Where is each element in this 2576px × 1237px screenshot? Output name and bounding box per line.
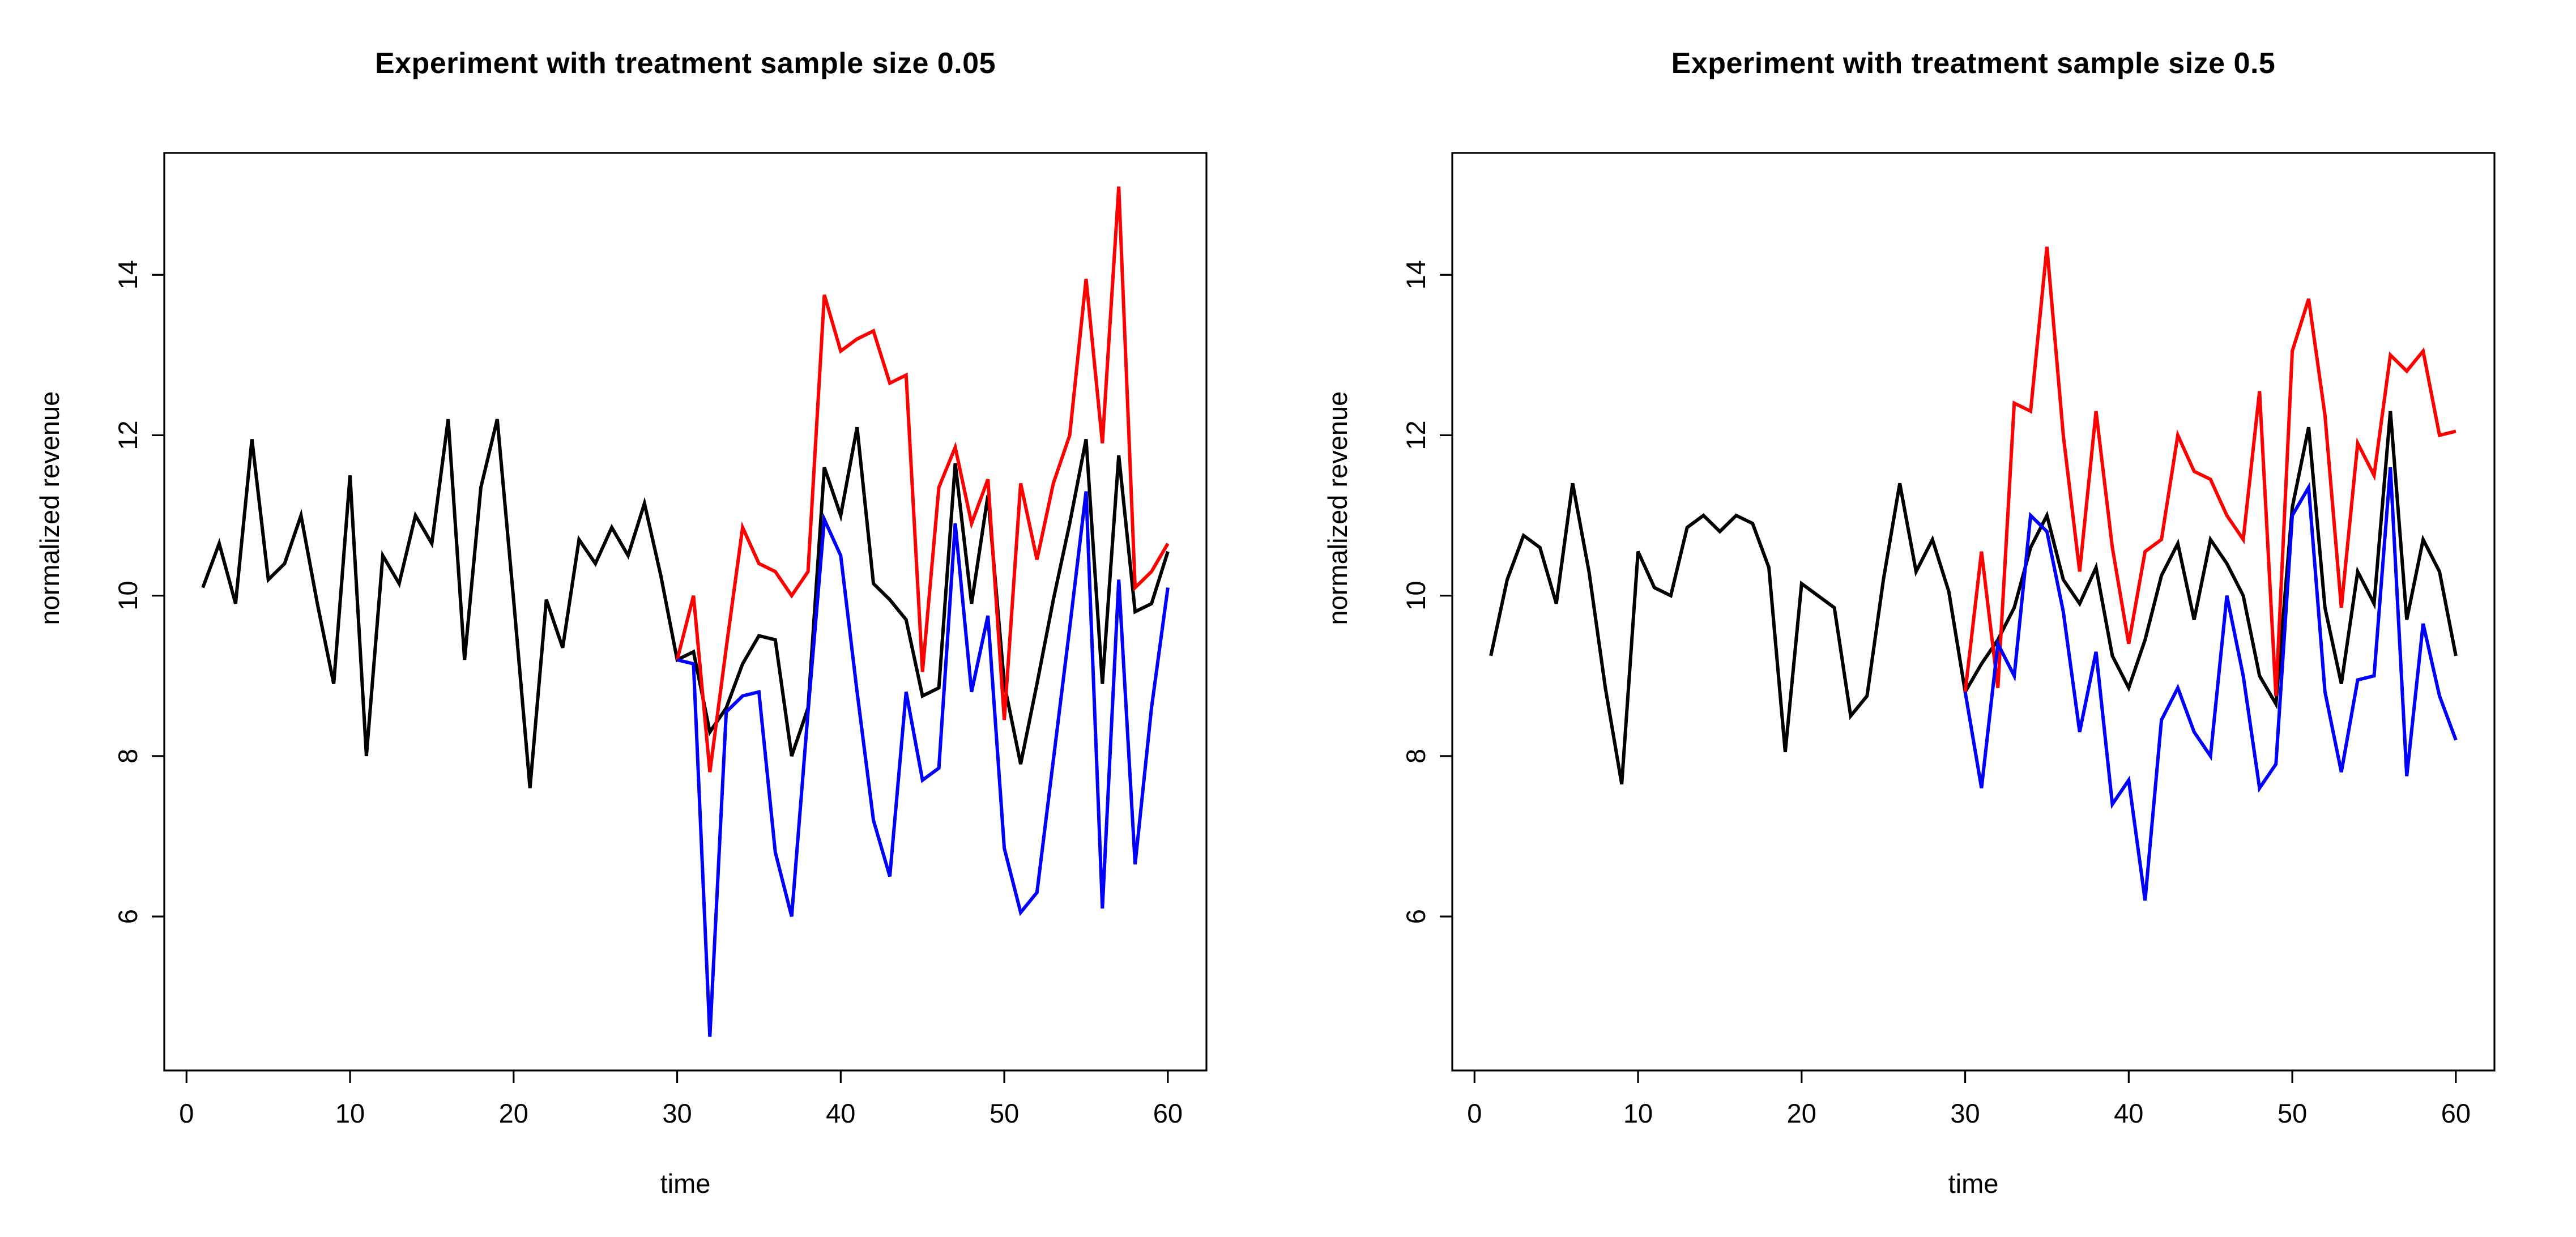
x-tick-label: 0: [1467, 1098, 1482, 1128]
y-tick-label: 14: [1401, 260, 1431, 289]
series-line-blue: [1963, 467, 2458, 901]
series-line-black: [201, 419, 1170, 788]
plot-box: [1451, 152, 2496, 1072]
chart-title: Experiment with treatment sample size 0.…: [1671, 47, 2276, 80]
y-axis-label: normalized revenue: [35, 391, 65, 625]
y-tick-label: 8: [1401, 749, 1431, 763]
x-tick-label: 20: [499, 1098, 528, 1128]
x-tick-label: 10: [1623, 1098, 1653, 1128]
x-tick-label: 30: [1950, 1098, 1980, 1128]
x-tick-label: 40: [826, 1098, 855, 1128]
plot-box: [163, 152, 1208, 1072]
y-tick-label: 14: [113, 260, 143, 289]
x-tick-label: 60: [1153, 1098, 1183, 1128]
chart-title: Experiment with treatment sample size 0.…: [374, 47, 996, 80]
y-axis-label: normalized revenue: [1323, 391, 1353, 625]
x-axis-label: time: [660, 1168, 711, 1198]
y-tick-label: 10: [113, 581, 143, 611]
y-tick-label: 8: [113, 749, 143, 763]
y-axis: 6 8 10 12 14: [1401, 260, 1452, 924]
x-tick-label: 40: [2114, 1098, 2143, 1128]
y-tick-label: 12: [1401, 420, 1431, 450]
y-tick-label: 12: [113, 420, 143, 450]
x-axis: 0 10 20 30 40 50 60: [1467, 1070, 2471, 1128]
x-axis-label: time: [1948, 1168, 1999, 1198]
x-tick-label: 60: [2441, 1098, 2471, 1128]
plot-area-right: 0 10 20 30 40 50 60 6 8 10 12 14: [1401, 152, 2496, 1128]
x-tick-label: 20: [1787, 1098, 1816, 1128]
series-line-blue: [676, 491, 1170, 1037]
plot-area-left: 0 10 20 30 40 50 60 6 8 10 12 14: [113, 152, 1208, 1128]
y-axis: 6 8 10 12 14: [113, 260, 164, 924]
chart-panel-sample-size-0.5: 0 10 20 30 40 50 60 6 8 10 12 14 Experiment with tr…: [1288, 0, 2576, 1237]
y-tick-label: 6: [113, 909, 143, 924]
y-tick-label: 10: [1401, 581, 1431, 611]
chart-panel-sample-size-0.05: 0 10 20 30 40 50 60 6 8 10 12 14 Experiment with tr…: [35, 47, 1208, 1198]
x-tick-label: 0: [179, 1098, 194, 1128]
y-tick-label: 6: [1401, 909, 1431, 924]
x-tick-label: 50: [990, 1098, 1019, 1128]
series-line-black: [1489, 411, 2458, 785]
x-tick-label: 30: [662, 1098, 692, 1128]
series-line-red: [1963, 246, 2456, 696]
x-tick-label: 50: [2278, 1098, 2307, 1128]
series-line-red: [675, 186, 1170, 773]
x-tick-label: 10: [335, 1098, 365, 1128]
x-axis: 0 10 20 30 40 50 60: [179, 1070, 1183, 1128]
